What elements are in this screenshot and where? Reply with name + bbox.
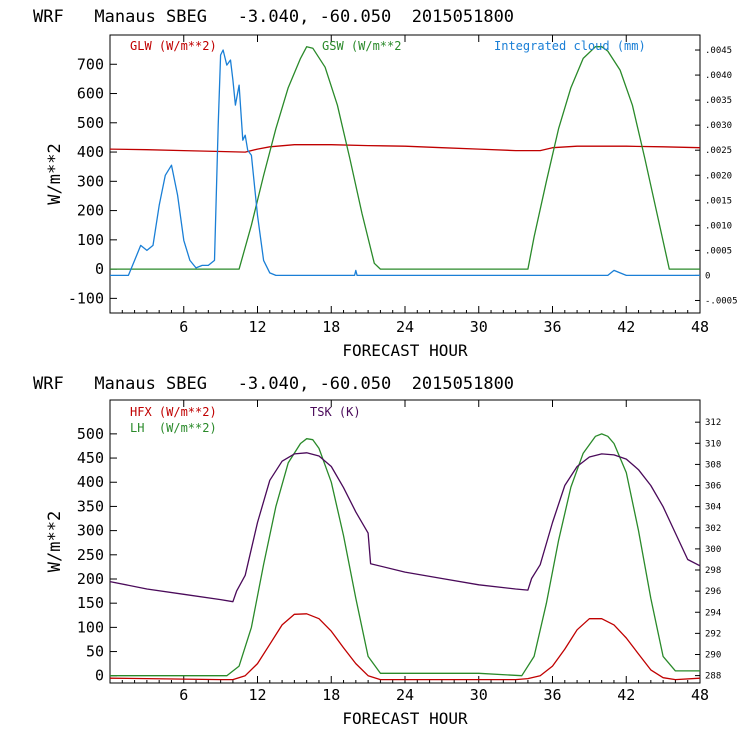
y2-tick-label: .0035 [705,96,732,106]
y-tick-label: 200 [77,570,104,588]
y-tick-label: 400 [77,143,104,161]
y-tick-label: 250 [77,546,104,564]
y-tick-label: 0 [95,260,104,278]
x-tick-label: 6 [179,686,188,704]
y-tick-label: -100 [68,289,104,307]
x-tick-label: 42 [617,318,635,336]
y-tick-label: 50 [86,643,104,661]
y2-tick-label: 290 [705,650,721,660]
series-line-glw [109,144,701,153]
y-tick-label: 200 [77,202,104,220]
y2-tick-label: -.0005 [705,296,738,306]
y2-tick-label: 306 [705,482,721,492]
y2-tick-label: 298 [705,566,721,576]
y2-tick-label: 310 [705,439,721,449]
x-tick-label: 24 [396,318,414,336]
y-tick-label: 300 [77,522,104,540]
y-axis-label: W/m**2 [45,511,65,572]
y2-tick-label: 294 [705,608,721,618]
series-line-tsk [109,452,701,603]
y2-tick-label: .0025 [705,146,732,156]
y2-tick-label: 292 [705,629,721,639]
legend-entry-gsw: GSW (W/m**2 [322,39,401,53]
y-tick-label: 100 [77,618,104,636]
x-tick-label: 12 [248,686,266,704]
y2-tick-label: 0 [705,271,710,281]
y-tick-label: 150 [77,594,104,612]
legend-entry-glw: GLW (W/m**2) [130,39,217,53]
y2-tick-label: .0020 [705,171,732,181]
plot-frame [109,34,701,314]
x-axis-label: FORECAST HOUR [342,341,468,360]
y2-tick-label: .0040 [705,71,732,81]
y2-tick-label: .0045 [705,46,732,56]
y-tick-label: 500 [77,114,104,132]
x-axis-label: FORECAST HOUR [342,709,468,728]
y-tick-label: 500 [77,425,104,443]
x-tick-label: 12 [248,318,266,336]
y-tick-label: 350 [77,497,104,515]
chart-panel-cloud-radiation: WRF Manaus SBEG -3.040, -60.050 20150518… [33,7,738,360]
x-tick-label: 36 [543,318,561,336]
y2-tick-label: .0030 [705,121,732,131]
y2-tick-label: 312 [705,418,721,428]
y2-tick-label: 302 [705,524,721,534]
legend-entry-integrated: Integrated cloud (mm) [494,39,646,53]
series-line-gsw [110,46,700,270]
y-tick-label: 100 [77,231,104,249]
y2-tick-label: .0005 [705,246,732,256]
y-tick-label: 300 [77,172,104,190]
plot-frame [109,399,701,684]
y2-tick-label: 288 [705,672,721,682]
y-axis-label: W/m**2 [45,143,65,204]
legend-entry-tsk: TSK (K) [310,405,361,419]
series-line-hfx [109,613,701,681]
x-tick-label: 24 [396,686,414,704]
y2-tick-label: 308 [705,460,721,470]
x-tick-label: 6 [179,318,188,336]
y2-tick-label: 296 [705,587,721,597]
x-tick-label: 18 [322,686,340,704]
chart-panel-surface-fluxes: WRF Manaus SBEG -3.040, -60.050 20150518… [33,374,721,728]
y-tick-label: 400 [77,473,104,491]
chart-title: WRF Manaus SBEG -3.040, -60.050 20150518… [33,7,514,27]
y-tick-label: 700 [77,55,104,73]
y2-tick-label: .0015 [705,196,732,206]
y2-tick-label: 300 [705,545,721,555]
y2-tick-label: 304 [705,503,721,513]
legend-entry-hfx: HFX (W/m**2) [130,405,217,419]
y-tick-label: 0 [95,667,104,685]
legend-entry-lh: LH (W/m**2) [130,421,217,435]
chart-title: WRF Manaus SBEG -3.040, -60.050 20150518… [33,374,514,394]
series-line-integrated [110,49,700,277]
y-tick-label: 600 [77,85,104,103]
x-tick-label: 36 [543,686,561,704]
x-tick-label: 48 [691,318,709,336]
y-tick-label: 450 [77,449,104,467]
x-tick-label: 48 [691,686,709,704]
x-tick-label: 30 [470,318,488,336]
x-tick-label: 30 [470,686,488,704]
series-line-lh [110,433,700,677]
y2-tick-label: .0010 [705,221,732,231]
x-tick-label: 18 [322,318,340,336]
x-tick-label: 42 [617,686,635,704]
